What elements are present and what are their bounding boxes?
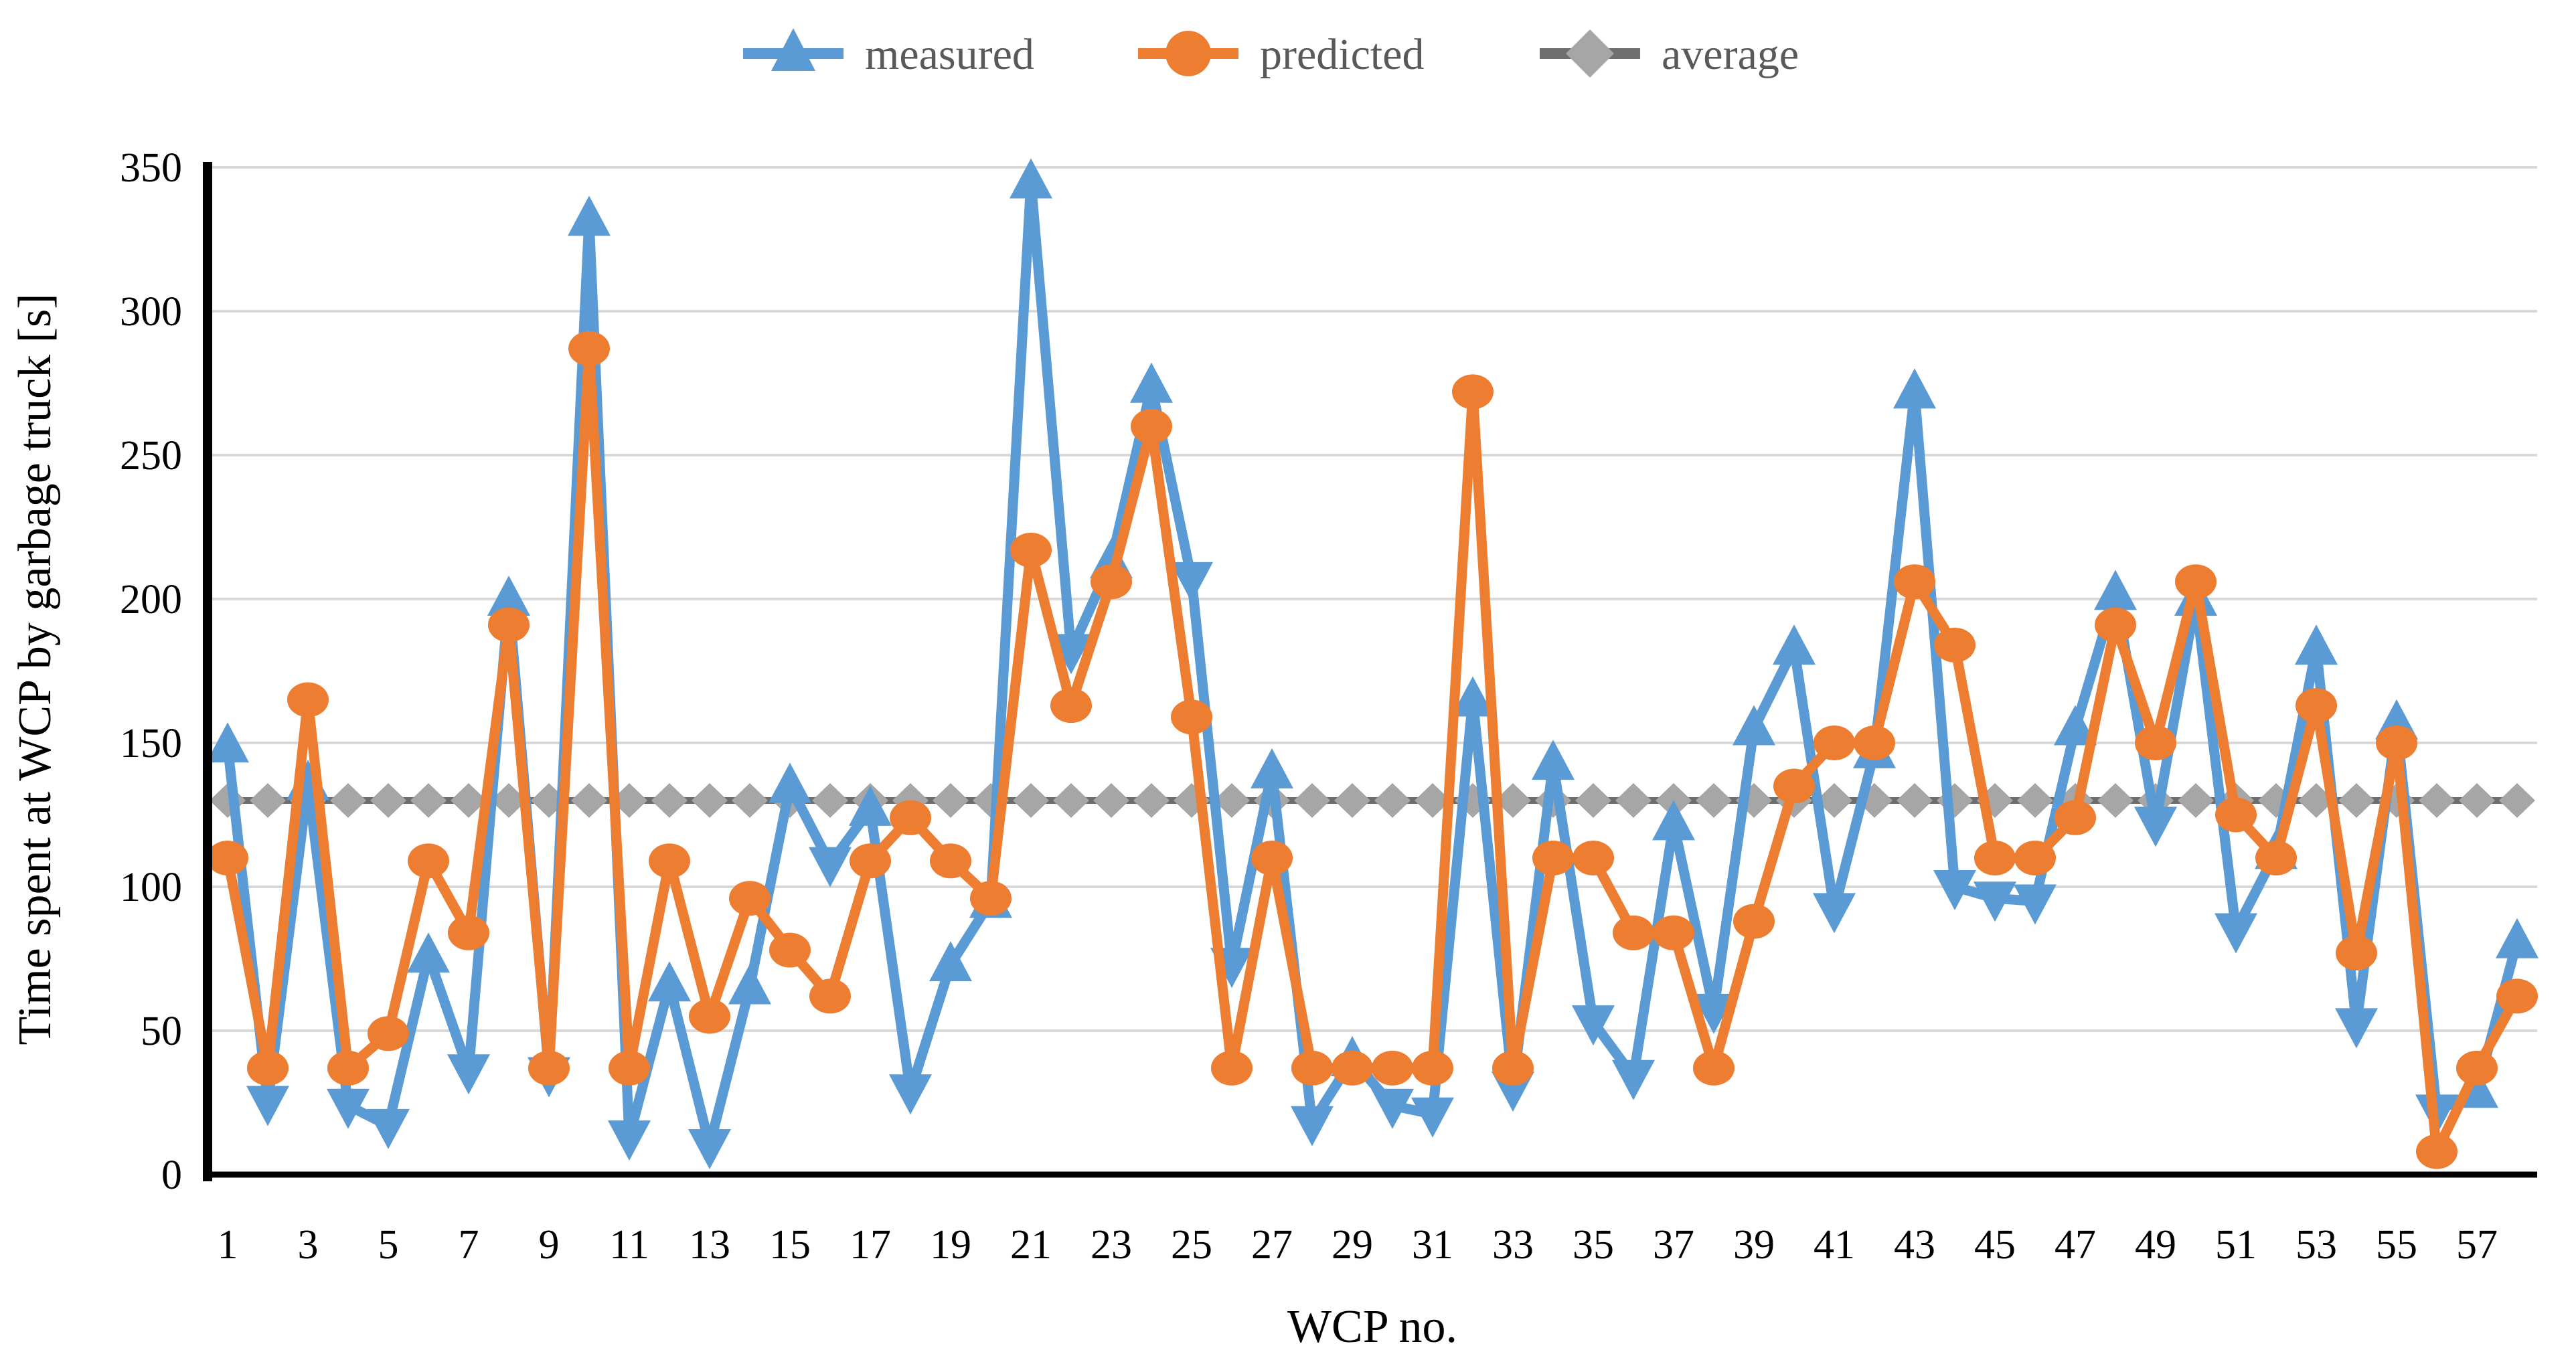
legend-label-measured: measured	[865, 30, 1034, 79]
y-tick-label: 100	[120, 865, 182, 910]
x-tick-label: 41	[1814, 1222, 1855, 1268]
predicted-series	[207, 331, 2538, 1169]
x-axis-tick-labels: 1 3 5 7 9 11 13 15 17 19 21 23 25 27 29 31 33 35 37 39 41 43 4…	[218, 1222, 2498, 1268]
x-tick-label: 43	[1894, 1222, 1935, 1268]
gridlines	[208, 166, 2537, 1032]
x-tick-label: 45	[1974, 1222, 2016, 1268]
y-tick-label: 250	[120, 433, 182, 479]
x-tick-label: 55	[2376, 1222, 2417, 1268]
measured-triangle-icon	[771, 28, 815, 71]
x-tick-label: 31	[1412, 1222, 1453, 1268]
x-tick-label: 39	[1733, 1222, 1775, 1268]
x-tick-label: 51	[2215, 1222, 2257, 1268]
x-axis-title: WCP no.	[1287, 1301, 1457, 1353]
legend-item-measured: measured	[743, 28, 1034, 79]
y-axis-tick-labels: 0 50 100 150 200 250 300 350	[120, 145, 182, 1198]
x-tick-label: 17	[850, 1222, 891, 1268]
x-tick-label: 21	[1010, 1222, 1052, 1268]
y-tick-label: 50	[141, 1009, 182, 1054]
legend-label-predicted: predicted	[1260, 30, 1425, 79]
y-axis-title: Time spent at WCP by garbage truck [s]	[9, 293, 61, 1045]
x-tick-label: 35	[1573, 1222, 1614, 1268]
x-tick-label: 1	[218, 1222, 238, 1268]
legend-label-average: average	[1662, 30, 1799, 79]
x-tick-label: 15	[769, 1222, 811, 1268]
x-tick-label: 7	[459, 1222, 479, 1268]
x-tick-label: 37	[1653, 1222, 1694, 1268]
x-tick-label: 27	[1251, 1222, 1293, 1268]
x-tick-label: 23	[1091, 1222, 1132, 1268]
x-tick-label: 25	[1171, 1222, 1212, 1268]
x-tick-label: 53	[2296, 1222, 2337, 1268]
y-tick-label: 350	[120, 145, 182, 191]
y-tick-label: 300	[120, 289, 182, 335]
x-tick-label: 5	[378, 1222, 399, 1268]
y-tick-label: 200	[120, 577, 182, 622]
predicted-circle-icon	[1165, 31, 1211, 76]
average-diamond-icon	[1566, 29, 1614, 78]
legend-item-average: average	[1540, 29, 1799, 79]
x-tick-label: 11	[609, 1222, 649, 1268]
legend-item-predicted: predicted	[1138, 30, 1425, 79]
x-tick-label: 29	[1332, 1222, 1373, 1268]
x-tick-label: 19	[930, 1222, 971, 1268]
chart-legend: measured predicted average	[743, 28, 1799, 79]
x-tick-label: 47	[2055, 1222, 2096, 1268]
x-tick-label: 33	[1492, 1222, 1534, 1268]
y-tick-label: 150	[120, 721, 182, 766]
axes	[203, 162, 2537, 1181]
x-tick-label: 57	[2456, 1222, 2498, 1268]
x-tick-label: 49	[2135, 1222, 2176, 1268]
x-tick-label: 3	[298, 1222, 319, 1268]
x-tick-label: 13	[689, 1222, 730, 1268]
x-tick-label: 9	[539, 1222, 560, 1268]
y-tick-label: 0	[161, 1153, 182, 1198]
